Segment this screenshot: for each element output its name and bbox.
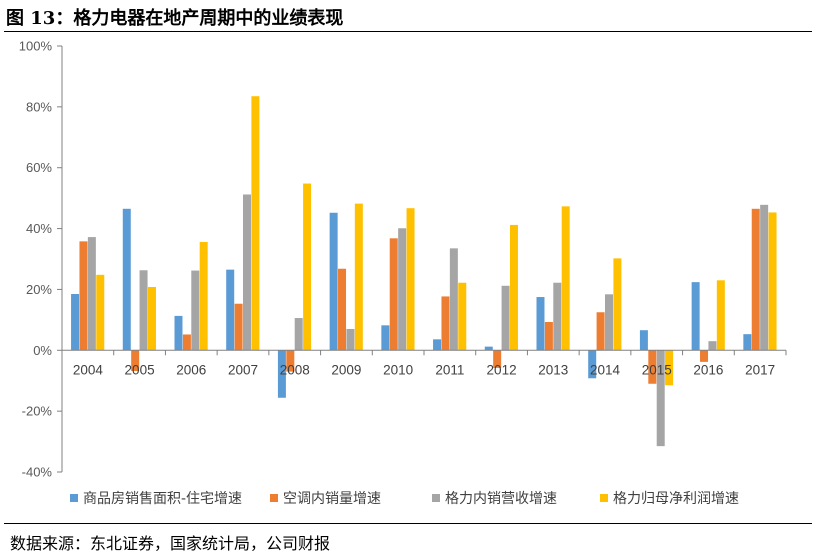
- bar-series3-2016: [708, 341, 717, 351]
- bar-series4-2015: [665, 350, 674, 386]
- bar-series1-2015: [639, 330, 648, 351]
- bar-series2-2004: [79, 241, 88, 351]
- x-tick-label: 2012: [487, 362, 517, 377]
- bar-series2-2011: [441, 296, 450, 351]
- x-tick-label: 2013: [538, 362, 568, 377]
- bar-series1-2009: [329, 212, 338, 351]
- figure-title: 图 13：格力电器在地产周期中的业绩表现: [6, 8, 344, 29]
- bar-series4-2007: [251, 96, 260, 351]
- bar-series4-2005: [147, 286, 156, 351]
- bar-series3-2012: [501, 285, 510, 351]
- y-tick-label: 40%: [26, 221, 52, 236]
- legend-swatch-2: [270, 494, 278, 502]
- bar-series4-2012: [509, 224, 518, 351]
- figure-header: 图 13：格力电器在地产周期中的业绩表现: [0, 0, 819, 32]
- x-tick-label: 2008: [280, 362, 310, 377]
- legend-swatch-4: [600, 494, 608, 502]
- x-tick-label: 2010: [383, 362, 413, 377]
- legend-label-4: 格力归母净利润增速: [613, 490, 739, 507]
- bar-series3-2009: [346, 328, 355, 351]
- bar-series2-2017: [751, 208, 760, 351]
- bar-series1-2012: [484, 346, 493, 351]
- bar-series4-2014: [613, 258, 622, 351]
- bar-series4-2016: [716, 280, 725, 351]
- bar-series2-2016: [700, 350, 709, 362]
- bar-series2-2008: [286, 350, 295, 372]
- bar-series4-2013: [561, 206, 570, 351]
- data-source: 数据来源：东北证券，国家统计局，公司财报: [10, 534, 331, 553]
- bar-series1-2013: [536, 297, 545, 351]
- x-tick-label: 2005: [125, 362, 155, 377]
- x-tick-label: 2015: [642, 362, 672, 377]
- x-tick-label: 2014: [590, 362, 621, 377]
- bar-series1-2014: [588, 350, 597, 379]
- y-tick-label: 80%: [26, 99, 52, 114]
- bar-series4-2017: [768, 212, 777, 351]
- bar-series4-2010: [406, 208, 415, 351]
- bar-series1-2007: [226, 269, 235, 351]
- y-tick-label: 100%: [19, 39, 53, 54]
- bar-series3-2010: [398, 228, 407, 351]
- legend-swatch-3: [432, 494, 440, 502]
- bar-series1-2008: [277, 350, 286, 398]
- y-tick-label: -40%: [22, 465, 53, 480]
- bar-chart: 100% 80% 60% 40% 20% 0% -20% -40% 2004 2005 2006 20…: [19, 39, 787, 507]
- legend-label-1: 商品房销售面积-住宅增速: [83, 491, 242, 507]
- bar-series4-2006: [199, 241, 208, 351]
- legend-swatch-1: [70, 494, 78, 502]
- bar-series4-2008: [303, 183, 312, 351]
- y-tick-label: 20%: [26, 282, 52, 297]
- bar-series3-2014: [605, 294, 613, 351]
- bar-series2-2010: [389, 238, 398, 351]
- x-tick-label: 2004: [73, 362, 104, 377]
- x-tick-label: 2009: [331, 362, 361, 377]
- bar-series1-2010: [381, 325, 390, 351]
- bar-series2-2007: [234, 303, 243, 351]
- bar-series2-2009: [338, 268, 347, 351]
- bar-series3-2005: [139, 270, 148, 351]
- bar-series1-2005: [122, 208, 131, 351]
- bar-series1-2006: [174, 315, 183, 351]
- bar-series1-2011: [433, 339, 442, 351]
- bar-series3-2004: [87, 237, 96, 351]
- bar-series4-2004: [96, 274, 105, 351]
- bar-series3-2015: [656, 350, 665, 447]
- bar-series4-2011: [458, 282, 467, 351]
- legend-label-2: 空调内销量增速: [283, 491, 381, 507]
- x-tick-label: 2006: [176, 362, 206, 377]
- footer-rule: [4, 523, 812, 524]
- bar-series3-2006: [191, 270, 200, 351]
- bar-series2-2013: [544, 321, 553, 351]
- legend-label-3: 格力内销营收增速: [445, 491, 557, 507]
- bar-series1-2017: [743, 334, 752, 351]
- bar-series3-2008: [294, 318, 303, 351]
- x-tick-label: 2011: [435, 362, 464, 377]
- bar-series3-2017: [760, 204, 769, 351]
- bar-series2-2005: [131, 350, 140, 371]
- x-tick-label: 2007: [228, 362, 258, 377]
- x-tick-label: 2016: [693, 362, 723, 377]
- bar-series3-2011: [449, 248, 458, 351]
- bar-series2-2015: [648, 350, 657, 384]
- y-tick-label: 0%: [33, 343, 52, 358]
- bar-series2-2012: [493, 350, 502, 368]
- bar-series3-2007: [243, 194, 251, 351]
- y-tick-label: 60%: [26, 160, 52, 175]
- bar-series2-2006: [182, 334, 191, 351]
- y-tick-label: -20%: [22, 404, 53, 419]
- x-tick-label: 2017: [745, 362, 775, 377]
- bar-series1-2016: [691, 282, 700, 351]
- header-rule: [4, 31, 812, 32]
- bar-series4-2009: [354, 203, 363, 351]
- bar-series2-2014: [596, 312, 605, 351]
- bar-series1-2004: [71, 293, 80, 351]
- bar-series3-2013: [553, 282, 562, 351]
